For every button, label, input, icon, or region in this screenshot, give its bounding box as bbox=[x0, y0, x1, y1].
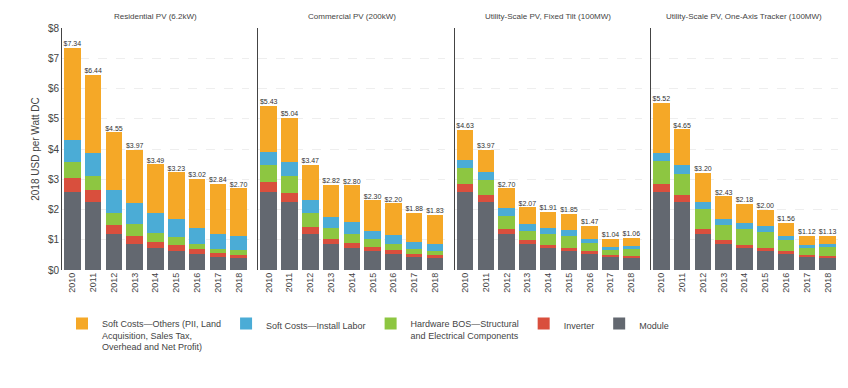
svg-text:2016: 2016 bbox=[585, 273, 595, 293]
svg-text:Inverter: Inverter bbox=[564, 321, 595, 331]
svg-text:$5.52: $5.52 bbox=[653, 95, 671, 102]
svg-text:$0: $0 bbox=[48, 265, 60, 276]
svg-text:$1.91: $1.91 bbox=[539, 204, 557, 211]
svg-text:2012: 2012 bbox=[502, 273, 512, 293]
svg-text:Hardware BOS—Structuraland Ele: Hardware BOS—Structuraland Electrical Co… bbox=[411, 319, 519, 341]
svg-text:2018: 2018 bbox=[823, 273, 833, 293]
svg-text:$4.55: $4.55 bbox=[105, 125, 123, 132]
svg-text:2015: 2015 bbox=[368, 273, 378, 293]
svg-text:$3.23: $3.23 bbox=[168, 165, 186, 172]
svg-text:$6: $6 bbox=[48, 83, 60, 94]
svg-text:2011: 2011 bbox=[88, 273, 98, 292]
svg-text:2014: 2014 bbox=[150, 273, 160, 293]
svg-text:2013: 2013 bbox=[719, 273, 729, 293]
svg-text:$1.88: $1.88 bbox=[405, 205, 423, 212]
svg-text:$3.20: $3.20 bbox=[694, 165, 712, 172]
svg-text:2010: 2010 bbox=[67, 273, 77, 293]
svg-text:$2.30: $2.30 bbox=[364, 193, 382, 200]
svg-text:$8: $8 bbox=[48, 23, 60, 34]
svg-text:$1.13: $1.13 bbox=[819, 228, 837, 235]
svg-text:2012: 2012 bbox=[109, 273, 119, 293]
svg-text:$3: $3 bbox=[48, 174, 60, 185]
svg-text:$2: $2 bbox=[48, 204, 60, 215]
svg-text:2017: 2017 bbox=[605, 273, 615, 293]
svg-text:2015: 2015 bbox=[564, 273, 574, 293]
svg-text:2016: 2016 bbox=[781, 273, 791, 293]
svg-text:2015: 2015 bbox=[171, 273, 181, 293]
svg-text:2012: 2012 bbox=[305, 273, 315, 293]
svg-text:2013: 2013 bbox=[522, 273, 532, 293]
svg-text:2016: 2016 bbox=[388, 273, 398, 293]
svg-text:$2.20: $2.20 bbox=[385, 196, 403, 203]
svg-text:2010: 2010 bbox=[460, 273, 470, 293]
svg-text:2017: 2017 bbox=[213, 273, 223, 293]
svg-text:$6.44: $6.44 bbox=[84, 67, 102, 74]
svg-text:$3.47: $3.47 bbox=[302, 157, 320, 164]
svg-text:2014: 2014 bbox=[739, 273, 749, 293]
svg-text:2013: 2013 bbox=[326, 273, 336, 293]
svg-text:$2.00: $2.00 bbox=[757, 202, 775, 209]
svg-text:2018 USD per Watt DC: 2018 USD per Watt DC bbox=[30, 97, 41, 201]
svg-text:$5.43: $5.43 bbox=[260, 98, 278, 105]
svg-text:2011: 2011 bbox=[481, 273, 491, 292]
svg-text:2018: 2018 bbox=[430, 273, 440, 293]
svg-text:Utility-Scale PV, One-Axis Tra: Utility-Scale PV, One-Axis Tracker (100M… bbox=[666, 12, 822, 21]
svg-text:2015: 2015 bbox=[760, 273, 770, 293]
svg-text:$2.84: $2.84 bbox=[209, 176, 227, 183]
svg-text:Residential PV (6.2kW): Residential PV (6.2kW) bbox=[114, 12, 197, 21]
svg-text:$7: $7 bbox=[48, 53, 60, 64]
svg-text:2011: 2011 bbox=[284, 273, 294, 292]
svg-text:2018: 2018 bbox=[234, 273, 244, 293]
svg-text:$2.70: $2.70 bbox=[498, 181, 516, 188]
svg-text:$1.56: $1.56 bbox=[777, 215, 795, 222]
svg-text:$4: $4 bbox=[48, 144, 60, 155]
svg-text:$1: $1 bbox=[48, 234, 60, 245]
svg-text:2011: 2011 bbox=[677, 273, 687, 292]
svg-text:2014: 2014 bbox=[543, 273, 553, 293]
svg-text:$1.83: $1.83 bbox=[426, 207, 444, 214]
svg-text:$2.43: $2.43 bbox=[715, 189, 733, 196]
svg-text:$3.97: $3.97 bbox=[477, 142, 495, 149]
svg-text:2018: 2018 bbox=[626, 273, 636, 293]
svg-text:$3.49: $3.49 bbox=[147, 157, 165, 164]
svg-text:$4.65: $4.65 bbox=[673, 122, 691, 129]
svg-text:$1.12: $1.12 bbox=[798, 228, 816, 235]
svg-text:2016: 2016 bbox=[192, 273, 202, 293]
svg-text:2013: 2013 bbox=[130, 273, 140, 293]
svg-text:$7.34: $7.34 bbox=[64, 40, 82, 47]
svg-text:2010: 2010 bbox=[264, 273, 274, 293]
svg-text:Soft Costs—Install Labor: Soft Costs—Install Labor bbox=[266, 321, 366, 331]
svg-text:$5.04: $5.04 bbox=[281, 110, 299, 117]
svg-text:$2.07: $2.07 bbox=[519, 200, 537, 207]
svg-text:2014: 2014 bbox=[347, 273, 357, 293]
svg-text:$2.18: $2.18 bbox=[736, 196, 754, 203]
svg-text:Soft Costs—Others (PII, LandAc: Soft Costs—Others (PII, LandAcquisition,… bbox=[102, 319, 221, 352]
svg-text:Utility-Scale PV, Fixed Tilt (: Utility-Scale PV, Fixed Tilt (100MW) bbox=[485, 12, 611, 21]
svg-text:2012: 2012 bbox=[698, 273, 708, 293]
svg-text:$2.70: $2.70 bbox=[230, 181, 248, 188]
svg-text:2017: 2017 bbox=[802, 273, 812, 293]
svg-text:$5: $5 bbox=[48, 113, 60, 124]
svg-text:$4.63: $4.63 bbox=[456, 122, 474, 129]
svg-text:2010: 2010 bbox=[656, 273, 666, 293]
svg-text:$3.97: $3.97 bbox=[126, 142, 144, 149]
svg-text:$2.82: $2.82 bbox=[322, 177, 340, 184]
svg-text:Commercial PV (200kW): Commercial PV (200kW) bbox=[308, 12, 396, 21]
svg-text:$2.80: $2.80 bbox=[343, 178, 361, 185]
svg-text:$1.85: $1.85 bbox=[560, 206, 578, 213]
svg-text:$1.04: $1.04 bbox=[602, 231, 620, 238]
svg-text:2017: 2017 bbox=[409, 273, 419, 293]
svg-text:Module: Module bbox=[639, 321, 669, 331]
svg-text:$3.02: $3.02 bbox=[188, 171, 206, 178]
svg-text:$1.06: $1.06 bbox=[623, 230, 641, 237]
svg-text:$1.47: $1.47 bbox=[581, 218, 599, 225]
